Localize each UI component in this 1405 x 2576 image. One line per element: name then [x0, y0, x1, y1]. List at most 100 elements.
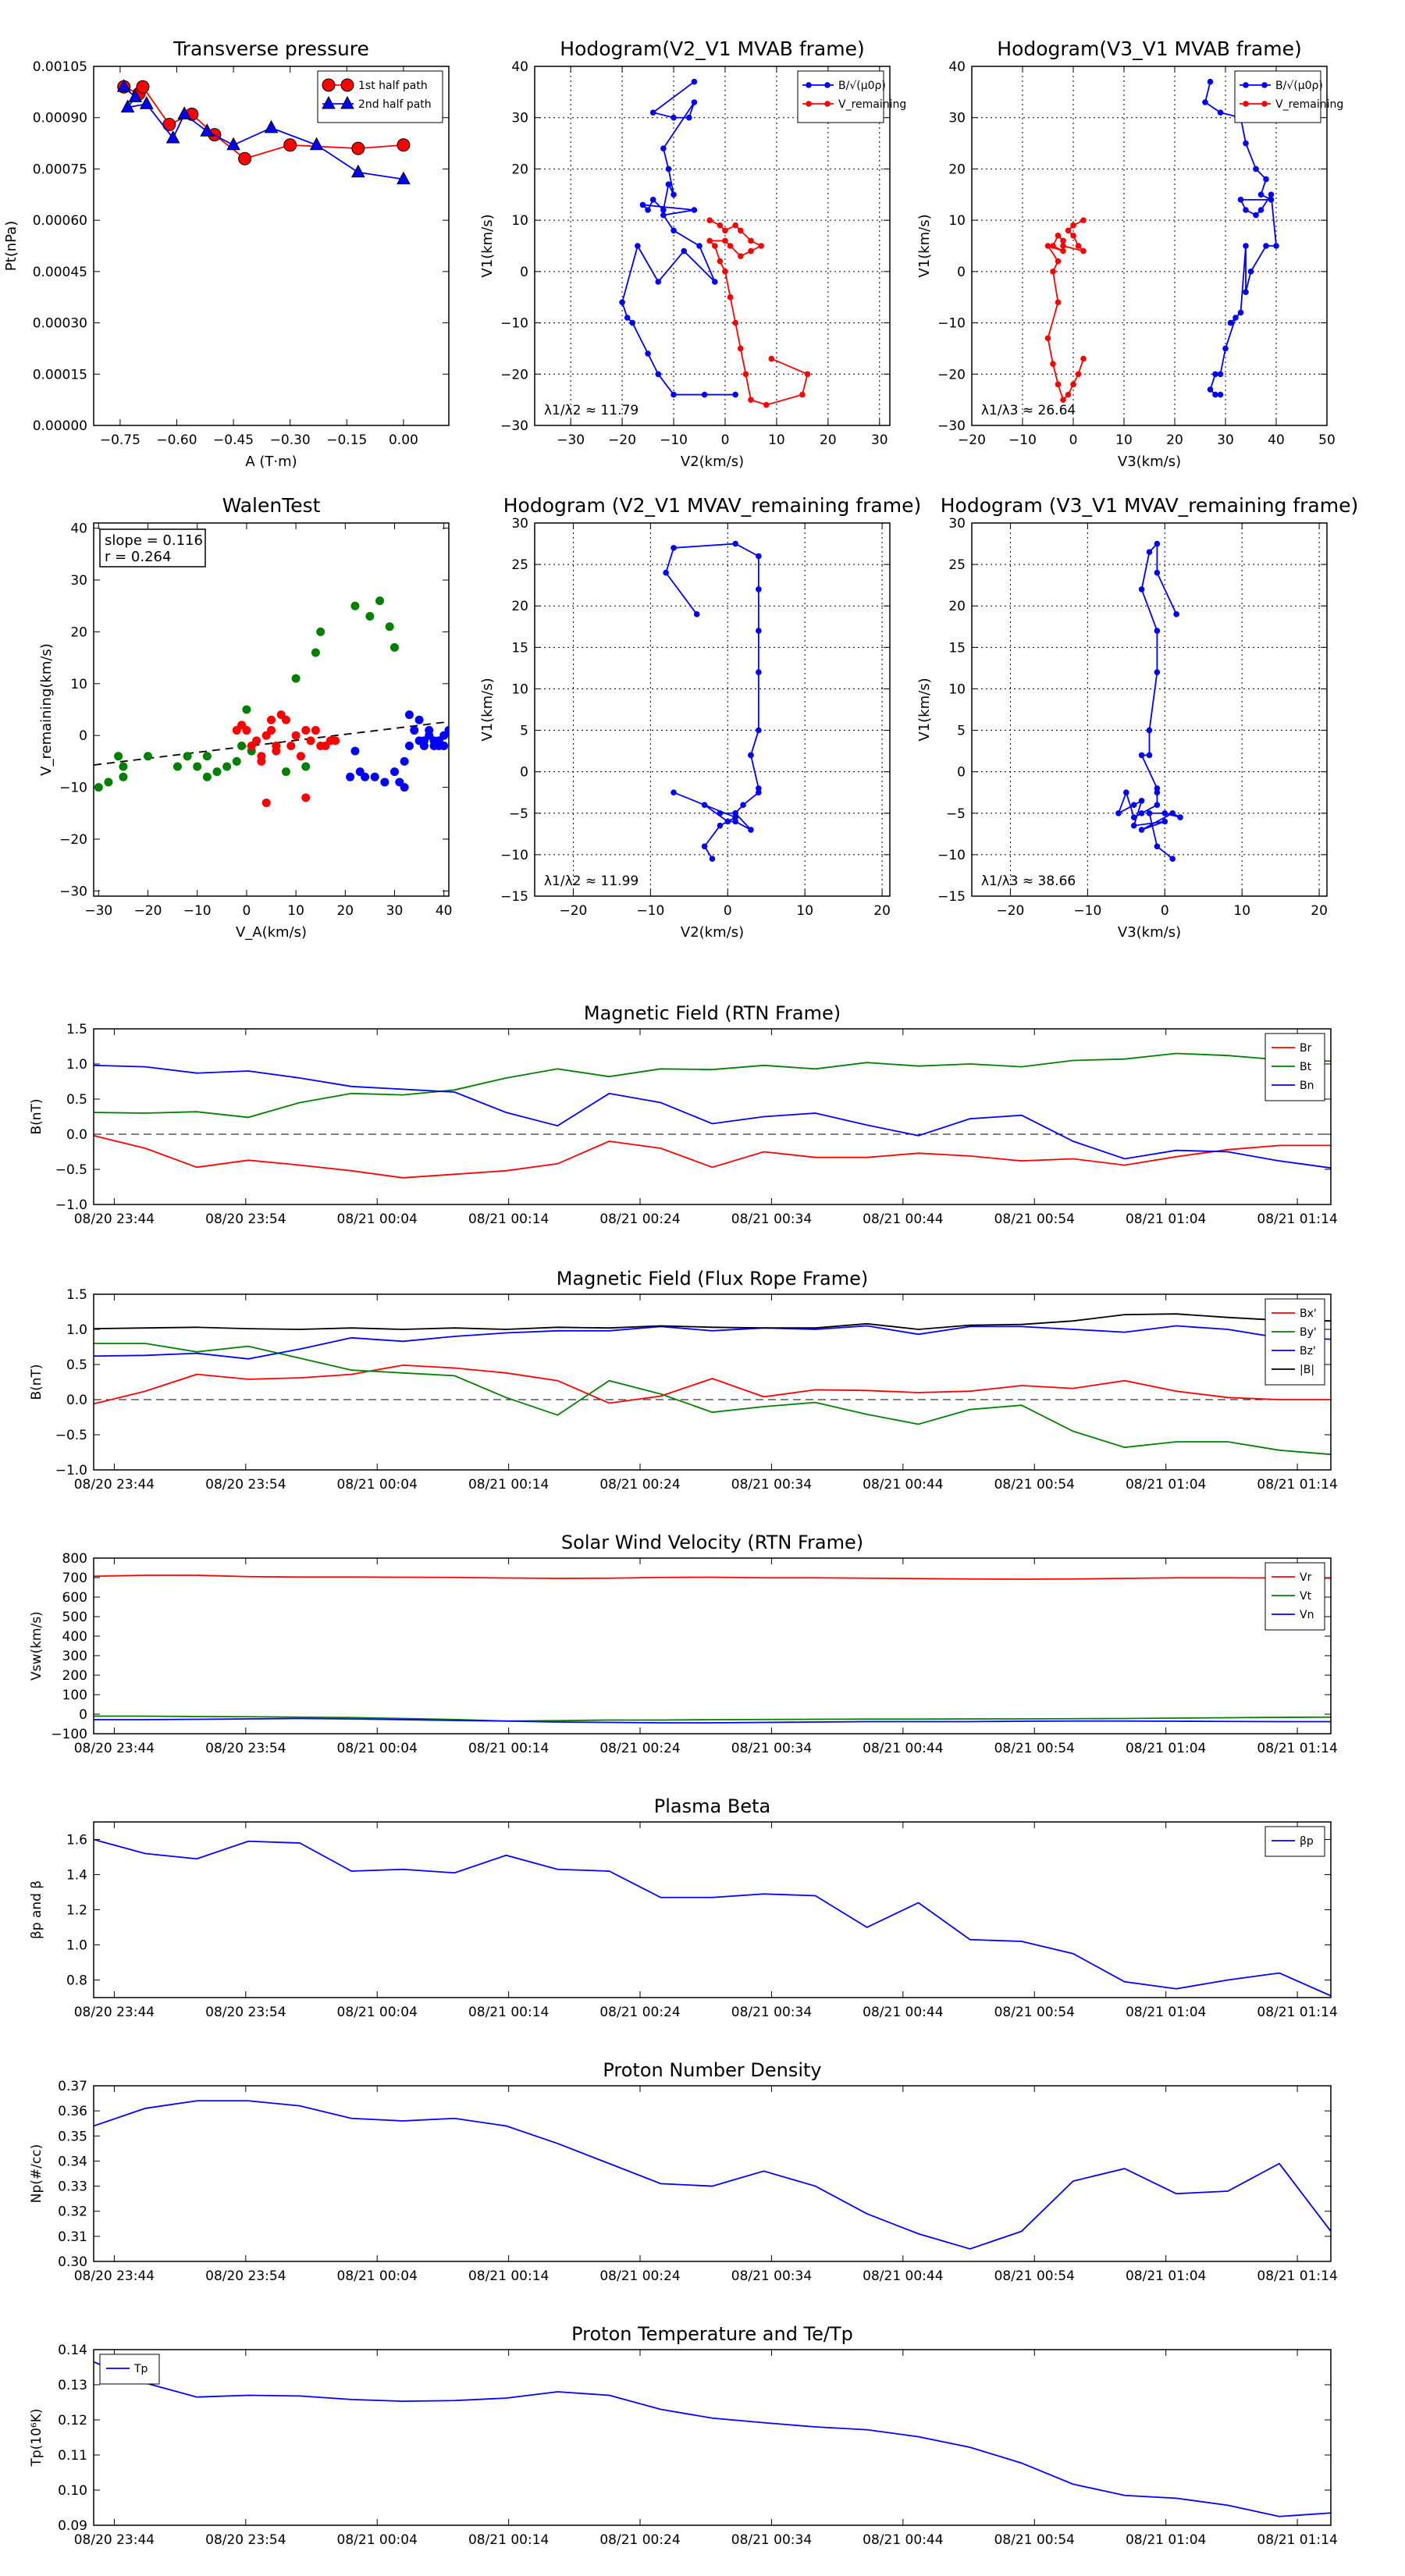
legend-label: |B| [1300, 1364, 1314, 1376]
legend-box [1264, 1033, 1325, 1101]
data-point [301, 726, 311, 735]
legend-label: Bt [1300, 1061, 1312, 1073]
x-tick-label: 10 [287, 903, 304, 919]
series-line [665, 543, 759, 859]
data-point [1050, 243, 1056, 249]
x-tick-label: 08/20 23:54 [205, 1212, 286, 1227]
data-point [397, 138, 411, 152]
data-point [1060, 397, 1066, 403]
data-point [722, 237, 728, 244]
legend: Br Bt Bn [1264, 1033, 1325, 1101]
y-tick-label: 40 [70, 521, 87, 537]
data-point [1080, 217, 1087, 223]
y-tick-label: −5 [509, 806, 528, 822]
chart-title: Hodogram (V2_V1 MVAV_remaining frame) [503, 494, 922, 517]
data-point [1268, 197, 1275, 203]
data-point [711, 243, 718, 249]
y-tick-label: −10 [937, 316, 966, 332]
x-tick-label: −10 [183, 903, 212, 919]
series-V_remaining [1044, 217, 1087, 403]
data-point [1130, 814, 1137, 820]
chart-title: Proton Number Density [603, 2059, 821, 2081]
data-point [361, 772, 370, 781]
x-tick-label: 10 [796, 903, 813, 919]
y-tick-label: −30 [500, 418, 528, 434]
y-tick-label: 1.6 [66, 1833, 87, 1848]
data-point [1247, 269, 1254, 275]
data-point [397, 171, 411, 185]
chart-beta: Plasma Beta βp and β 08/20 23:44 08/20 23:5… [29, 1795, 1338, 2020]
legend-label: βp [1300, 1835, 1314, 1848]
legend-box [1264, 1562, 1325, 1631]
legend-label: V_remaining [1275, 98, 1343, 111]
y-axis-label: V1(km/s) [479, 678, 496, 741]
data-point [1273, 243, 1279, 249]
data-point [1055, 233, 1062, 239]
data-point [663, 569, 669, 576]
data-point [1055, 299, 1062, 306]
y-tick-label: 0.00075 [33, 162, 87, 177]
legend-label: Bn [1300, 1080, 1314, 1092]
data-point [202, 752, 212, 761]
x-tick-label: −20 [997, 903, 1025, 919]
data-point [281, 715, 290, 724]
series-B/√(μ0ρ) [619, 78, 738, 398]
data-point [1243, 289, 1249, 295]
legend-label: 2nd half path [358, 98, 432, 111]
data-point [727, 294, 734, 301]
x-tick-label: 08/21 00:44 [863, 2005, 943, 2020]
y-tick-label: 0.5 [66, 1357, 87, 1373]
x-tick-label: 08/21 00:34 [731, 2268, 812, 2284]
data-point [226, 137, 240, 151]
fit-stats-box [99, 528, 206, 568]
data-point [732, 809, 738, 817]
y-tick-label: 600 [62, 1590, 87, 1606]
data-point [296, 752, 305, 761]
series-red [232, 710, 340, 807]
y-tick-label: 500 [62, 1610, 87, 1625]
y-tick-label: −100 [51, 1727, 87, 1742]
data-point [351, 141, 365, 155]
x-tick-label: 08/20 23:44 [74, 2532, 155, 2548]
x-tick-label: 08/21 00:34 [731, 1212, 812, 1227]
data-point [1243, 82, 1249, 88]
data-point [742, 371, 749, 378]
x-tick-label: 08/21 00:54 [994, 1477, 1075, 1493]
x-axis-label: V3(km/s) [1118, 924, 1181, 941]
data-point [311, 726, 320, 735]
x-tick-label: 08/21 00:24 [599, 2532, 680, 2548]
x-tick-label: 08/21 00:04 [337, 1741, 418, 1756]
data-point [237, 741, 247, 750]
data-point [1138, 752, 1145, 759]
eigen-ratio-label: λ1/λ3 ≈ 38.66 [981, 873, 1076, 889]
y-tick-label: 0.09 [58, 2518, 87, 2534]
chart-temp: Proton Temperature and Te/Tp Tp(10⁶K) 08/2… [29, 2323, 1338, 2548]
x-tick-label: −30 [557, 432, 585, 448]
data-point [1050, 361, 1056, 367]
y-tick-label: −20 [59, 832, 87, 848]
data-point [410, 726, 419, 735]
x-tick-label: 08/21 00:14 [468, 2532, 549, 2548]
x-tick-label: −0.60 [156, 432, 197, 448]
legend-label: V_remaining [838, 98, 906, 111]
data-point [1161, 809, 1168, 817]
y-tick-label: −10 [500, 848, 528, 863]
chart-title: Plasma Beta [654, 1795, 770, 1817]
data-point [645, 350, 651, 357]
x-tick-label: 08/21 01:14 [1257, 2532, 1337, 2548]
y-axis-label: Vsw(km/s) [29, 1611, 44, 1681]
data-point [173, 762, 182, 771]
x-tick-label: 08/21 00:24 [599, 1212, 680, 1227]
x-tick-label: 08/21 00:04 [337, 2532, 418, 2548]
y-tick-label: 0 [520, 765, 528, 781]
plot-frame [93, 66, 450, 426]
data-point [1138, 798, 1145, 804]
data-point [748, 397, 754, 403]
y-tick-label: 0.35 [58, 2129, 87, 2144]
y-tick-label: 30 [70, 573, 87, 589]
x-tick-label: 08/21 00:14 [468, 1212, 549, 1227]
data-point [1161, 818, 1168, 825]
data-point [806, 82, 812, 88]
x-tick-label: 0 [1161, 903, 1169, 919]
y-tick-label: 1.0 [66, 1322, 87, 1338]
